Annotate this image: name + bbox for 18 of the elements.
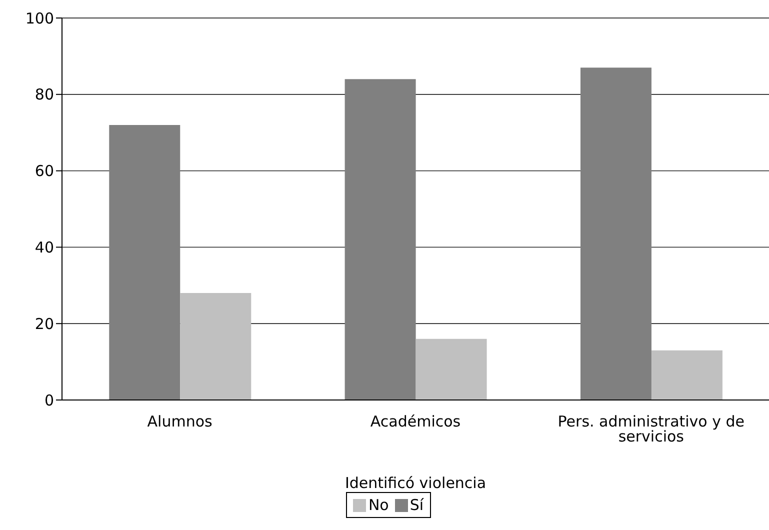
x-tick-label: Académicos (370, 412, 461, 431)
bar (344, 79, 416, 400)
legend-label: No (367, 496, 389, 514)
y-tick-label: 20 (34, 314, 54, 333)
bar (580, 68, 652, 400)
bar (180, 293, 252, 400)
y-tick-label: 100 (25, 9, 54, 28)
x-tick-label: Alumnos (147, 412, 213, 431)
y-tick-label: 60 (34, 162, 54, 180)
legend-label: Sí (408, 496, 424, 514)
bar (109, 124, 180, 400)
x-tick-label: Pers. administrativo y de servicios (558, 412, 745, 446)
y-tick-label: 80 (34, 86, 54, 104)
bar (651, 350, 722, 400)
y-tick-label: 0 (44, 391, 54, 410)
x-axis-title: Identificó violencia (344, 474, 486, 492)
bar (416, 338, 487, 400)
y-tick-label: 40 (34, 238, 54, 257)
